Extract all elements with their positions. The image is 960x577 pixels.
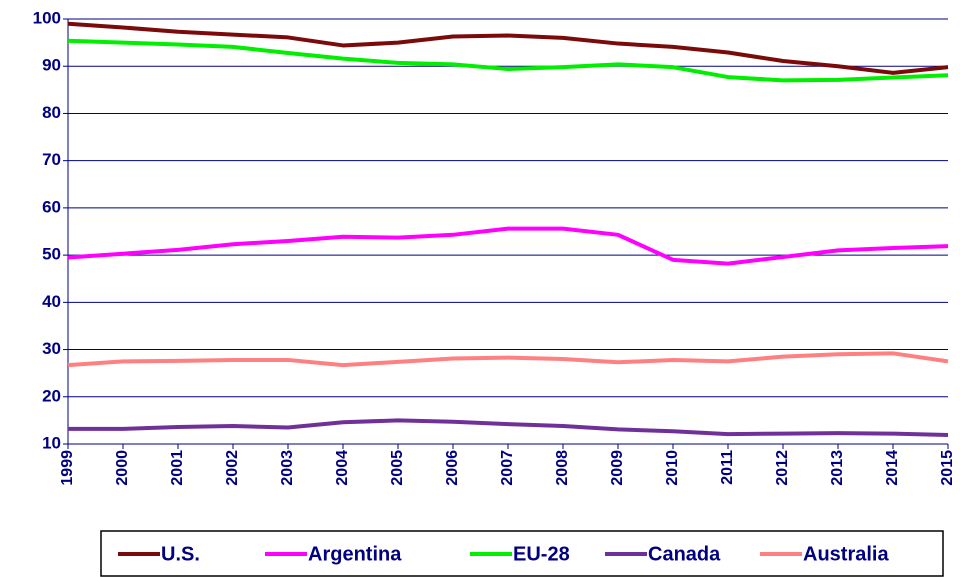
y-tick-label: 10 [42, 433, 61, 452]
x-tick-label: 2010 [664, 450, 681, 486]
series-line [67, 226, 949, 266]
y-tick-label: 70 [42, 150, 61, 169]
legend-box [100, 530, 944, 577]
x-tick-label: 1999 [59, 450, 76, 486]
series-line [67, 38, 949, 83]
series-line [67, 21, 949, 75]
legend-label: U.S. [161, 543, 200, 565]
y-tick-label: 50 [42, 245, 61, 264]
x-tick-label: 2008 [554, 450, 571, 486]
x-tick-label: 2001 [169, 450, 186, 486]
x-tick-label: 2007 [499, 450, 516, 486]
series-line [67, 351, 949, 368]
legend-label: Canada [648, 543, 721, 565]
x-tick-label: 2006 [444, 450, 461, 486]
x-tick-label: 2002 [224, 450, 241, 486]
x-tick-label: 2000 [114, 450, 131, 486]
y-tick-label: 60 [42, 197, 61, 216]
x-tick-label: 2004 [334, 450, 351, 486]
series-line [68, 418, 949, 438]
y-tick-label: 30 [42, 339, 61, 358]
legend-label: Argentina [308, 543, 402, 565]
x-tick-label: 2009 [609, 450, 626, 486]
legend-label: EU-28 [513, 543, 570, 565]
x-tick-label: 2003 [279, 450, 296, 486]
y-tick-label: 90 [42, 56, 61, 75]
x-tick-label: 2005 [389, 450, 406, 486]
legend-label: Australia [803, 543, 889, 565]
y-tick-label: 40 [42, 292, 61, 311]
x-tick-label: 2014 [884, 450, 901, 486]
y-tick-label: 80 [42, 103, 61, 122]
y-tick-label: 100 [33, 8, 61, 27]
x-tick-label: 2013 [829, 450, 846, 486]
x-tick-label: 2011 [719, 450, 736, 485]
x-tick-label: 2012 [774, 450, 791, 486]
x-tick-label: 2015 [939, 450, 956, 486]
y-tick-label: 20 [42, 386, 61, 405]
